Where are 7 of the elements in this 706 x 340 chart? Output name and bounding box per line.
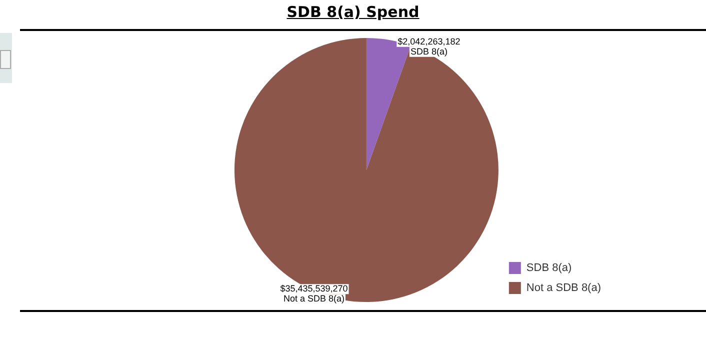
data-label: $35,435,539,270 [280, 284, 348, 294]
slice-label: SDB 8(a) [410, 46, 448, 56]
legend-label: SDB 8(a) [526, 262, 572, 274]
data-label: $2,042,263,182 [398, 36, 460, 46]
slice-label: Not a SDB 8(a) [283, 294, 344, 304]
legend-label: Not a SDB 8(a) [526, 282, 602, 294]
chart-title: SDB 8(a) Spend [286, 3, 420, 21]
